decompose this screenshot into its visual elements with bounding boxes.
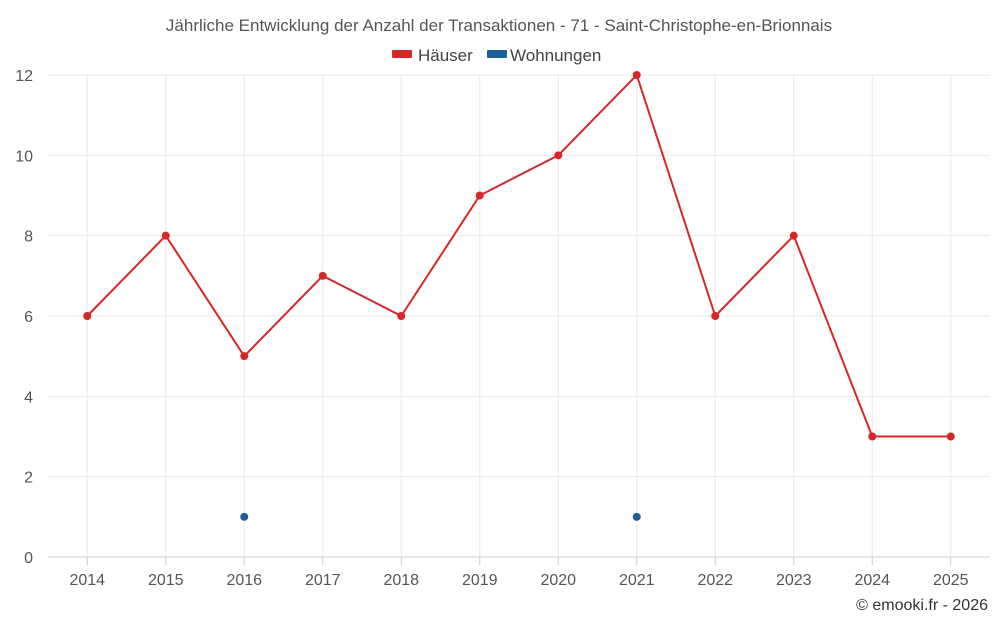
x-tick-label: 2015	[148, 572, 184, 589]
data-point-hauser-2020[interactable]	[554, 151, 563, 160]
x-tick-label: 2014	[69, 572, 105, 589]
y-tick-label: 10	[15, 148, 33, 165]
x-tick-label: 2017	[305, 572, 341, 589]
y-tick-label: 12	[15, 68, 33, 85]
x-tick-label: 2024	[854, 572, 890, 589]
series-line-hauser	[86, 74, 951, 438]
legend-swatch-wohnungen[interactable]	[487, 50, 507, 58]
y-tick-label: 8	[24, 229, 33, 246]
chart-title: Jährliche Entwicklung der Anzahl der Tra…	[166, 16, 832, 35]
x-tick-label: 2021	[619, 572, 655, 589]
data-point-hauser-2021[interactable]	[632, 71, 641, 79]
data-point-hauser-2015[interactable]	[161, 231, 170, 240]
data-point-hauser-2025[interactable]	[946, 432, 955, 441]
y-tick-label: 0	[24, 550, 33, 567]
x-tick-label: 2016	[226, 572, 262, 589]
x-tick-label: 2020	[540, 572, 576, 589]
data-point-hauser-2019[interactable]	[475, 191, 484, 200]
legend-swatch-hauser[interactable]	[392, 50, 412, 58]
data-point-hauser-2018[interactable]	[397, 312, 406, 320]
y-tick-label: 2	[24, 470, 33, 487]
series	[83, 71, 955, 521]
series-wohnungen	[240, 512, 641, 521]
x-tick-label: 2019	[462, 572, 498, 589]
data-point-wohnungen-2016[interactable]	[240, 512, 249, 521]
legend-label-hauser[interactable]: Häuser	[418, 46, 473, 65]
series-hauser	[83, 71, 955, 441]
x-tick-label: 2023	[776, 572, 812, 589]
y-tick-label: 6	[24, 309, 33, 326]
credit-text: © emooki.fr - 2026	[856, 597, 988, 614]
y-tick-label: 4	[24, 389, 33, 406]
data-point-wohnungen-2021[interactable]	[632, 512, 641, 521]
data-point-hauser-2014[interactable]	[83, 312, 92, 320]
legend: Häuser Wohnungen	[392, 46, 601, 65]
x-tick-label: 2022	[697, 572, 733, 589]
x-tick-label: 2018	[383, 572, 419, 589]
legend-label-wohnungen[interactable]: Wohnungen	[510, 46, 601, 65]
x-tick-label: 2025	[933, 572, 969, 589]
data-point-hauser-2016[interactable]	[240, 352, 249, 361]
data-point-hauser-2024[interactable]	[868, 432, 877, 441]
gridlines	[48, 74, 990, 558]
data-point-hauser-2017[interactable]	[318, 271, 327, 280]
data-point-hauser-2023[interactable]	[789, 231, 798, 240]
axes: 0 2 4 6 8 10 12 2014 2015 2016 2017 2018 2019 2020 202…	[15, 68, 990, 589]
data-point-hauser-2022[interactable]	[711, 312, 720, 320]
